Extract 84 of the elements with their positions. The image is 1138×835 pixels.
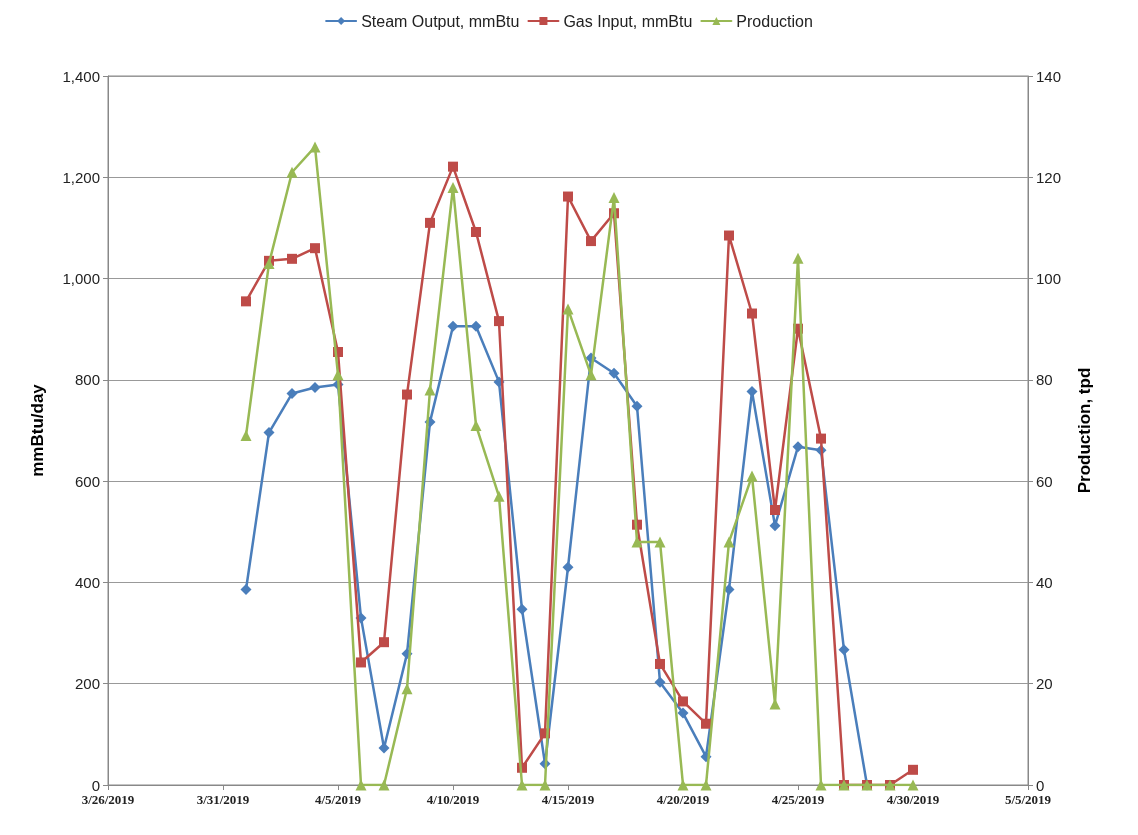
- x-tick-label: 4/10/2019: [426, 792, 480, 807]
- point: [562, 561, 574, 573]
- point: [424, 384, 436, 396]
- point: [287, 253, 297, 264]
- point: [907, 779, 919, 791]
- x-tick-label: 5/5/2019: [1004, 792, 1052, 807]
- point: [241, 296, 251, 307]
- point: [286, 166, 298, 178]
- point: [792, 441, 804, 453]
- point: [770, 505, 780, 516]
- point: [746, 470, 758, 482]
- point: [631, 400, 643, 412]
- point: [286, 388, 298, 400]
- y-tick-label: 800: [74, 371, 100, 389]
- y2-tick-label: 100: [1036, 270, 1062, 288]
- y-tick-label: 1,000: [62, 270, 100, 288]
- point: [516, 603, 528, 615]
- point: [448, 161, 458, 172]
- y2-tick-label: 80: [1036, 371, 1053, 389]
- point: [263, 427, 275, 439]
- point: [816, 433, 826, 444]
- y2-tick-label: 120: [1036, 168, 1062, 186]
- point: [401, 683, 413, 695]
- x-tick-label: 4/5/2019: [314, 792, 362, 807]
- point: [447, 320, 459, 332]
- y-tick-label: 1,400: [62, 67, 100, 85]
- x-tick-label: 3/31/2019: [196, 792, 250, 807]
- point: [563, 191, 573, 202]
- x-tick-label: 4/25/2019: [771, 792, 825, 807]
- point: [562, 303, 574, 315]
- point: [654, 536, 666, 548]
- point: [677, 707, 689, 719]
- point: [677, 779, 689, 791]
- point: [724, 230, 734, 241]
- y-tick-label: 400: [74, 573, 100, 591]
- point: [723, 536, 735, 548]
- point: [700, 779, 712, 791]
- point: [655, 658, 665, 669]
- point: [586, 236, 596, 247]
- y2-tick-label: 0: [1036, 776, 1045, 794]
- x-tick-label: 3/26/2019: [81, 792, 135, 807]
- point: [654, 676, 666, 688]
- y-tick-label: 600: [74, 472, 100, 490]
- point: [608, 367, 620, 379]
- x-tick-label: 4/20/2019: [656, 792, 710, 807]
- point: [494, 316, 504, 327]
- point: [493, 490, 505, 502]
- y-tick-label: 200: [74, 675, 100, 693]
- point: [792, 252, 804, 264]
- point: [838, 644, 850, 656]
- point: [908, 764, 918, 775]
- point: [332, 369, 344, 381]
- y-tick-label: 1,200: [62, 168, 100, 186]
- point: [379, 637, 389, 648]
- point: [747, 308, 757, 319]
- point: [471, 226, 481, 237]
- y2-tick-label: 60: [1036, 472, 1053, 490]
- legend-label: Production: [736, 12, 813, 30]
- point: [356, 657, 366, 668]
- point: [402, 389, 412, 400]
- point: [425, 217, 435, 228]
- legend-label: Steam Output, mmBtu: [361, 12, 520, 30]
- y-tick-label: 0: [91, 776, 100, 794]
- y-axis-title: mmBtu/day: [28, 383, 47, 477]
- y2-tick-label: 140: [1036, 67, 1062, 85]
- point: [309, 141, 321, 153]
- point: [516, 779, 528, 791]
- point: [678, 696, 688, 707]
- y2-tick-label: 40: [1036, 573, 1053, 591]
- point: [309, 381, 321, 393]
- point: [470, 419, 482, 431]
- x-tick-label: 4/30/2019: [886, 792, 940, 807]
- y2-axis-title: Production, tpd: [1075, 367, 1094, 494]
- point: [447, 181, 459, 193]
- x-tick-label: 4/15/2019: [541, 792, 595, 807]
- point: [240, 584, 252, 596]
- point: [701, 718, 711, 729]
- point: [240, 430, 252, 442]
- y2-tick-label: 20: [1036, 675, 1053, 693]
- point: [378, 779, 390, 791]
- point: [310, 243, 320, 254]
- legend-label: Gas Input, mmBtu: [563, 12, 693, 30]
- point: [608, 192, 620, 204]
- point: [470, 320, 482, 332]
